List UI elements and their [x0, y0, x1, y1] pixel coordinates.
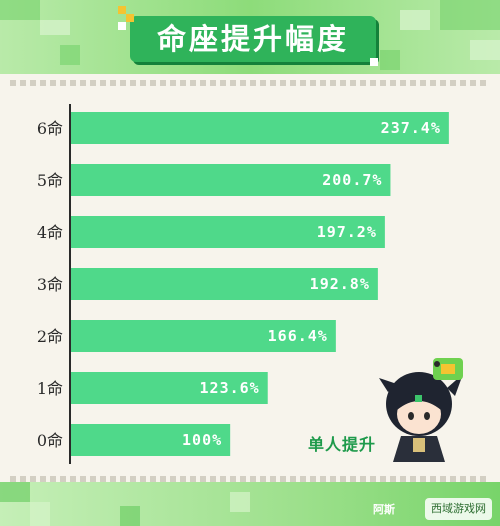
pixel-decoration — [370, 58, 378, 66]
bar-2命 — [71, 320, 336, 352]
dotted-border-bottom — [10, 476, 490, 482]
category-label: 1命 — [37, 379, 63, 398]
bar-value-label: 200.7% — [322, 171, 382, 189]
pixel-decoration — [118, 6, 126, 14]
bar-value-label: 100% — [182, 431, 222, 449]
character-illustration — [379, 358, 463, 462]
bar-6命 — [71, 112, 449, 144]
pixel-decoration — [0, 482, 30, 502]
y-axis-line — [69, 104, 71, 464]
pixel-decoration — [230, 492, 250, 512]
category-label: 5命 — [37, 171, 63, 190]
bar-4命 — [71, 216, 385, 248]
pixel-decoration — [0, 0, 40, 20]
subtitle-label: 单人提升 — [308, 435, 377, 454]
watermark-left-text: 阿斯 — [373, 503, 395, 516]
title-background — [130, 16, 376, 62]
bar-3命 — [71, 268, 378, 300]
bar-0命 — [71, 424, 231, 456]
category-label: 0命 — [37, 431, 63, 450]
category-label: 2命 — [37, 327, 63, 346]
pixel-decoration — [400, 10, 430, 30]
bar-1命 — [71, 372, 268, 404]
watermark-badge: 西域游戏网 — [425, 498, 492, 520]
pixel-decoration — [380, 50, 400, 70]
chart-frame — [10, 80, 490, 482]
pixel-decoration — [60, 45, 80, 65]
bar-value-label: 197.2% — [317, 223, 377, 241]
page-title: 命座提升幅度 — [156, 22, 349, 56]
category-label: 6命 — [37, 119, 63, 138]
header-banner: 命座提升幅度 — [0, 0, 500, 74]
pixel-decoration — [40, 20, 70, 35]
bar-value-label: 166.4% — [268, 327, 328, 345]
pixel-decoration — [120, 506, 140, 526]
pixel-decoration — [470, 40, 500, 60]
category-label: 3命 — [37, 275, 63, 294]
bar-value-label: 237.4% — [381, 119, 441, 137]
pixel-decoration — [30, 502, 50, 526]
category-label: 4命 — [37, 223, 63, 242]
pixel-decoration — [440, 0, 500, 30]
bar-value-label: 123.6% — [200, 379, 260, 397]
title-block: 命座提升幅度 — [118, 6, 380, 66]
footer-banner: 阿斯 西域游戏网 — [0, 482, 500, 526]
bar-5命 — [71, 164, 391, 196]
dotted-border-top — [10, 80, 490, 86]
pixel-decoration — [126, 14, 134, 22]
pixel-decoration — [118, 22, 126, 30]
bar-value-label: 192.8% — [310, 275, 370, 293]
